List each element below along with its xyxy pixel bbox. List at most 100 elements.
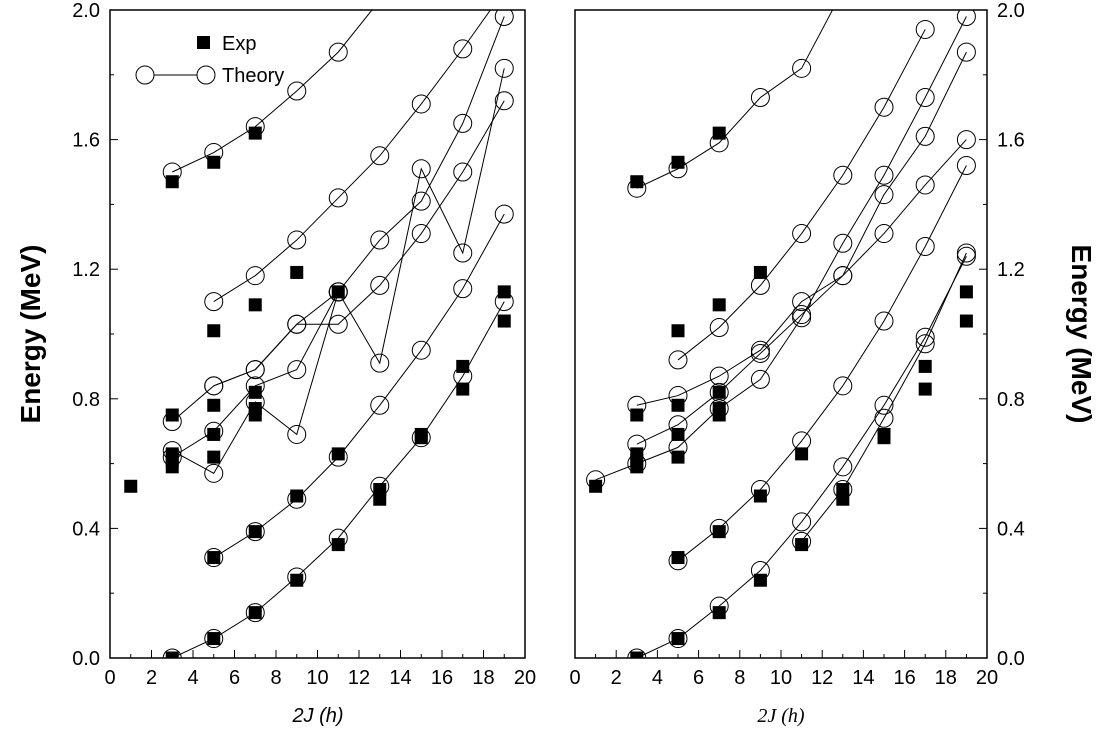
- right-x-tick-label: 10: [770, 667, 792, 689]
- right-theory-line-2: [801, 252, 967, 542]
- left-plot-frame: [109, 9, 526, 659]
- left-y-tick-label: 0.8: [72, 389, 100, 411]
- right-y-tick-label: 0.0: [997, 648, 1025, 670]
- right-theory-point-2: [792, 531, 812, 551]
- left-theory-point-3: [162, 441, 182, 461]
- right-theory-point-4: [668, 437, 688, 457]
- right-exp-point: [959, 314, 973, 328]
- left-exp-point: [290, 265, 304, 279]
- left-theory-point-4: [204, 421, 224, 441]
- right-theory-point-3: [709, 518, 729, 538]
- left-theory-point-3: [453, 243, 473, 263]
- right-y-tick-label: 1.2: [997, 259, 1025, 281]
- right-exp-point: [671, 427, 685, 441]
- left-theory-point-1: [370, 476, 390, 496]
- left-theory-point-8: [328, 42, 348, 62]
- legend-theory-marker-1: [135, 65, 155, 85]
- right-theory-point-1: [709, 596, 729, 616]
- right-theory-point-8: [627, 178, 647, 198]
- left-theory-point-7: [411, 94, 431, 114]
- left-exp-point: [290, 573, 304, 587]
- right-theory-point-5: [668, 415, 688, 435]
- right-theory-point-8: [668, 159, 688, 179]
- left-theory-point-3: [245, 392, 265, 412]
- right-exp-point: [712, 402, 726, 416]
- right-theory-point-5: [750, 343, 770, 363]
- right-theory-point-6: [792, 292, 812, 312]
- left-theory-point-6: [287, 314, 307, 334]
- right-theory-point-1: [915, 327, 935, 347]
- right-theory-point-5: [915, 175, 935, 195]
- left-x-tick-label: 8: [270, 667, 281, 689]
- right-theory-point-4: [874, 165, 894, 185]
- right-plot-area: [586, 10, 976, 658]
- right-axis-ticks: 0 2 4 6 8 10 12 14 16 18 200.0 0.4 0.8 1.2 1.6 2.0: [569, 0, 1024, 689]
- right-theory-point-3: [750, 480, 770, 500]
- right-exp-point: [795, 447, 809, 461]
- right-exp-point: [671, 324, 685, 338]
- left-theory-point-8: [371, 0, 389, 9]
- right-x-tick-label: 16: [893, 667, 915, 689]
- right-exp-point: [753, 489, 767, 503]
- right-theory-point-1: [833, 457, 853, 477]
- left-theory-point-6: [411, 191, 431, 211]
- left-theory-point-2: [370, 395, 390, 415]
- right-exp-point: [712, 298, 726, 312]
- legend: Exp Theory: [135, 33, 284, 87]
- left-panel: 0 2 4 6 8 10 12 14 16 18 20 0.0 0.4 0.8 1.2 1.6 2.0 Ener…: [15, 0, 536, 727]
- left-theory-point-2: [245, 522, 265, 542]
- left-exp-point: [124, 479, 138, 493]
- right-theory-point-4: [792, 308, 812, 328]
- legend-theory-label: Theory: [222, 65, 284, 87]
- right-y-tick-label: 0.4: [997, 518, 1025, 540]
- left-x-tick-label: 12: [348, 667, 370, 689]
- left-theory-point-3: [287, 424, 307, 444]
- left-theory-point-6: [370, 230, 390, 250]
- left-theory-point-7: [453, 39, 473, 59]
- left-x-tick-label: 16: [431, 667, 453, 689]
- right-y-tick-label: 0.8: [997, 389, 1025, 411]
- left-theory-point-1: [494, 292, 514, 312]
- right-y-tick-label: 2.0: [997, 0, 1025, 22]
- right-exp-point: [671, 398, 685, 412]
- right-exp-point: [712, 385, 726, 399]
- right-theory-point-5: [792, 305, 812, 325]
- right-theory-point-7: [750, 275, 770, 295]
- right-theory-point-5: [627, 434, 647, 454]
- right-theory-point-3: [668, 551, 688, 571]
- left-exp-point: [248, 298, 262, 312]
- right-theory-point-1: [668, 629, 688, 649]
- left-y-tick-label: 0.4: [72, 518, 100, 540]
- right-theory-point-1: [874, 395, 894, 415]
- left-theory-point-4: [287, 360, 307, 380]
- left-theory-point-3: [494, 58, 514, 78]
- left-y-tick-label: 0.0: [72, 648, 100, 670]
- right-theory-point-3: [792, 431, 812, 451]
- left-theory-point-6: [162, 411, 182, 431]
- right-theory-point-6: [750, 340, 770, 360]
- left-theory-line-3: [172, 68, 505, 474]
- right-x-tick-label: 14: [852, 667, 874, 689]
- right-theory-point-4: [833, 233, 853, 253]
- right-exp-point: [836, 483, 850, 497]
- left-exp-point: [248, 402, 262, 416]
- right-theory-point-8: [792, 58, 812, 78]
- left-theory-point-5: [494, 91, 514, 111]
- right-theory-line-6: [636, 51, 967, 406]
- right-theory-point-4: [750, 369, 770, 389]
- left-theory-line-4: [171, 291, 339, 458]
- left-y-tick-label: 1.2: [72, 259, 100, 281]
- left-theory-point-2: [328, 447, 348, 467]
- right-exp-point: [712, 126, 726, 140]
- left-exp-point: [207, 155, 221, 169]
- right-exp-point: [753, 265, 767, 279]
- left-y-tick-label: 2.0: [72, 0, 100, 22]
- right-theory-point-5: [709, 382, 729, 402]
- right-theory-point-8: [709, 133, 729, 153]
- left-x-tick-label: 6: [229, 667, 240, 689]
- right-theory-point-5: [956, 130, 976, 150]
- right-theory-point-6: [833, 266, 853, 286]
- right-theory-point-4: [956, 10, 976, 26]
- left-theory-point-3: [204, 463, 224, 483]
- right-theory-point-6: [915, 126, 935, 146]
